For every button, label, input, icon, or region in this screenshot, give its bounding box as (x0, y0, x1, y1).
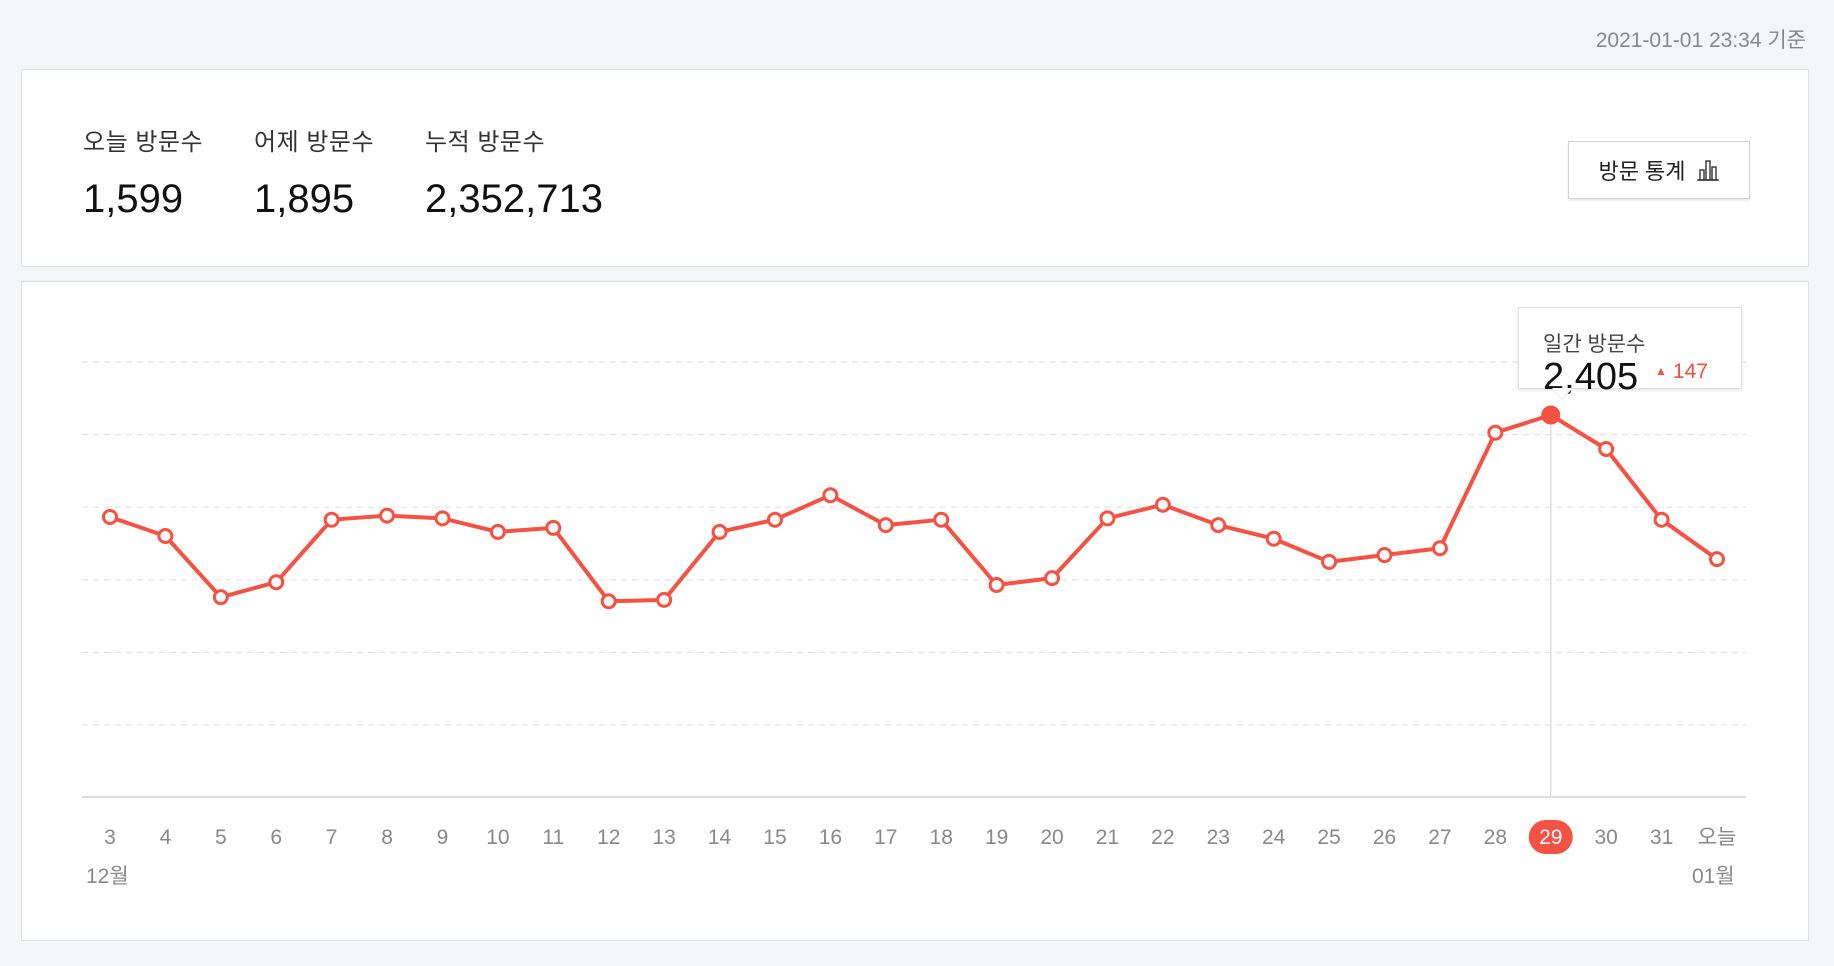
x-tick-label: 14 (708, 826, 732, 849)
tooltip-delta: ▲ 147 (1655, 360, 1708, 384)
visit-stats-button-label: 방문 통계 (1598, 159, 1686, 184)
month-label-end: 01월 (1692, 865, 1735, 888)
x-tick-label: 오늘 (1698, 826, 1737, 849)
data-point (877, 517, 894, 534)
visit-stats-button[interactable]: 방문 통계 (1568, 141, 1750, 199)
x-tick-label: 25 (1317, 826, 1340, 849)
data-point (1154, 496, 1171, 513)
data-point (212, 589, 229, 606)
x-tick-label: 30 (1594, 826, 1617, 849)
total-visits-stat: 누적 방문수 2,352,713 (425, 122, 603, 222)
data-point (323, 511, 340, 528)
x-tick-label: 10 (486, 826, 509, 849)
x-tick-label: 6 (270, 826, 282, 849)
x-tick-label: 11 (542, 826, 564, 849)
data-point (1541, 405, 1561, 425)
yesterday-visits-label: 어제 방문수 (254, 129, 375, 156)
data-point (102, 508, 118, 525)
x-tick-label: 5 (215, 826, 227, 849)
total-visits-label: 누적 방문수 (425, 129, 546, 156)
x-tick-label: 7 (326, 826, 338, 849)
data-point (656, 591, 673, 608)
data-point (988, 576, 1005, 593)
today-visits-label: 오늘 방문수 (83, 129, 204, 156)
x-tick-label: 4 (160, 826, 172, 849)
bar-chart-icon (1696, 158, 1720, 182)
data-point (157, 528, 174, 544)
data-point (1653, 511, 1670, 528)
data-point (545, 519, 562, 536)
today-visits-value: 1,599 (83, 177, 184, 221)
data-point (766, 511, 783, 528)
data-point (1598, 441, 1615, 457)
x-tick-label: 12 (597, 826, 620, 849)
daily-visits-chart: 3 4 5 6 7 8 9 10 11 12 13 14 15 16 17 18 19 20 21 22 23 24 25 2… (82, 361, 1746, 854)
data-point (1099, 510, 1116, 527)
x-tick-label: 3 (104, 826, 116, 849)
x-tick-label: 19 (985, 826, 1008, 849)
data-point (1044, 570, 1061, 587)
x-tick-label: 27 (1428, 826, 1451, 849)
x-tick-label: 29 (1539, 826, 1562, 849)
x-tick-label: 9 (437, 826, 449, 849)
data-point (489, 523, 506, 540)
chart-tooltip: 일간 방문수 2,405 ▲ 147 (1518, 307, 1742, 398)
data-point (600, 593, 617, 610)
data-point (1709, 551, 1725, 568)
x-tick-label: 21 (1096, 826, 1119, 849)
data-point (1487, 424, 1504, 441)
x-tick-label: 24 (1262, 826, 1286, 849)
x-tick-label: 8 (381, 826, 393, 849)
x-tick-label: 22 (1151, 826, 1174, 849)
x-tick-label: 16 (819, 826, 842, 849)
triangle-up-icon: ▲ (1655, 364, 1667, 378)
today-visits-stat: 오늘 방문수 1,599 (83, 122, 203, 222)
x-tick-label: 20 (1040, 826, 1063, 849)
tooltip-label: 일간 방문수 (1543, 333, 1646, 356)
highlight-tick-badge (1528, 820, 1573, 854)
data-point (711, 523, 728, 540)
x-tick-label: 13 (652, 826, 675, 849)
x-tick-label: 31 (1650, 826, 1673, 849)
data-point (268, 574, 285, 591)
data-point (1210, 517, 1227, 534)
data-point (1321, 553, 1338, 570)
tooltip-delta-value: 147 (1672, 360, 1708, 383)
visitor-summary-card: 오늘 방문수 1,599 어제 방문수 1,895 누적 방문수 2,352,7… (21, 69, 1809, 267)
data-point (1265, 530, 1282, 547)
x-tick-label: 23 (1207, 826, 1230, 849)
data-point (1376, 547, 1393, 564)
daily-visits-chart-card: 3 4 5 6 7 8 9 10 11 12 13 14 15 16 17 18 19 20 21 22 23 24 25 2… (21, 281, 1809, 941)
series-line (108, 413, 1719, 604)
data-point (933, 511, 950, 528)
month-label-start: 12월 (86, 865, 129, 888)
x-tick-label: 18 (930, 826, 953, 849)
timestamp: 2021-01-01 23:34 기준 (1595, 29, 1806, 52)
data-point (1431, 540, 1448, 557)
data-point (822, 487, 839, 504)
total-visits-value: 2,352,713 (425, 177, 603, 221)
yesterday-visits-stat: 어제 방문수 1,895 (254, 122, 374, 222)
data-point (379, 507, 396, 524)
x-tick-label: 17 (874, 826, 897, 849)
x-tick-label: 28 (1484, 826, 1507, 849)
x-tick-label: 15 (763, 826, 786, 849)
yesterday-visits-value: 1,895 (254, 177, 355, 221)
data-point (434, 510, 451, 527)
tooltip-pointer (1552, 388, 1572, 399)
x-tick-label: 26 (1373, 826, 1396, 849)
